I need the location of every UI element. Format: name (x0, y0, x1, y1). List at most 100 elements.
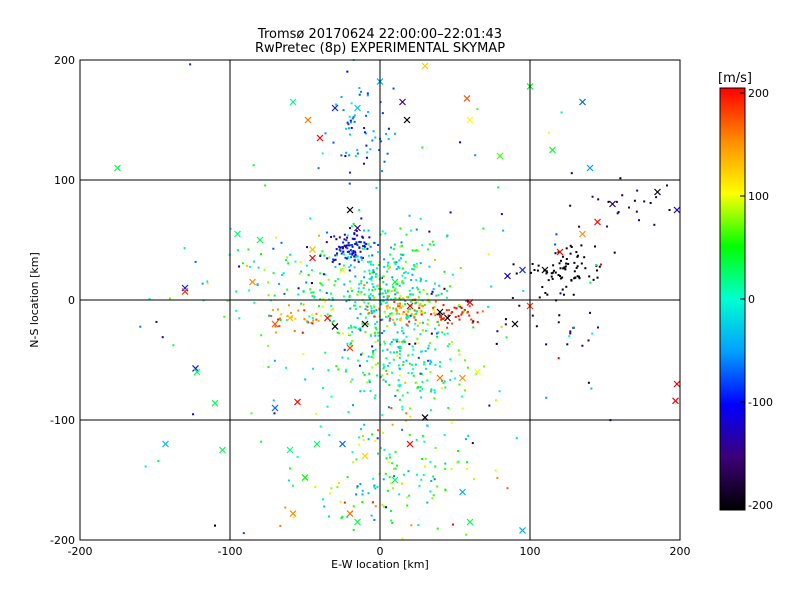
data-point-dot (487, 305, 490, 308)
data-point-dot (435, 294, 438, 297)
data-point-dot (596, 276, 599, 279)
data-point-dot (430, 292, 433, 295)
data-point-dot (627, 206, 630, 209)
data-point-dot (276, 308, 279, 311)
data-point-dot (559, 275, 561, 277)
data-point-dot (458, 141, 461, 144)
data-point-dot (353, 120, 356, 123)
data-point-cross (459, 374, 466, 382)
data-point-dot (559, 259, 562, 262)
data-point-dot (633, 199, 636, 202)
data-point-dot (414, 363, 417, 366)
data-point-dot (388, 319, 391, 322)
data-point-dot (497, 186, 500, 189)
data-point-dot (426, 379, 429, 382)
data-point-dot (411, 353, 414, 356)
data-point-dot (415, 262, 418, 265)
data-point-dot (395, 351, 398, 354)
data-point-dot (405, 359, 408, 362)
data-point-dot (410, 524, 413, 527)
data-point-cross (249, 278, 256, 286)
data-point-dot (406, 496, 409, 499)
data-point-dot (376, 284, 379, 287)
data-point-dot (334, 265, 337, 268)
data-point-dot (424, 367, 427, 370)
data-point-dot (515, 272, 518, 275)
data-point-dot (392, 318, 395, 321)
data-point-dot (343, 238, 346, 241)
data-point-dot (388, 476, 391, 479)
data-point-dot (361, 322, 364, 325)
data-point-dot (168, 297, 171, 300)
data-point-dot (405, 296, 408, 299)
data-point-dot (426, 248, 429, 251)
data-point-dot (408, 315, 411, 318)
data-point-dot (361, 489, 364, 492)
data-point-dot (381, 374, 384, 377)
data-point-dot (314, 412, 317, 415)
data-point-dot (345, 300, 348, 303)
data-point-dot (463, 389, 466, 392)
data-point-dot (562, 293, 565, 296)
data-point-dot (357, 260, 360, 263)
data-point-dot (238, 265, 241, 268)
data-point-dot (457, 315, 460, 318)
data-point-dot (374, 326, 377, 329)
data-point-dot (415, 301, 418, 304)
data-point-dot (369, 293, 372, 296)
data-point-dot (465, 299, 468, 302)
data-point-dot (368, 379, 371, 382)
data-point-dot (359, 482, 362, 485)
data-point-cross (672, 397, 679, 405)
data-point-dot (368, 372, 371, 375)
data-point-dot (302, 352, 305, 355)
data-point-dot (347, 250, 350, 253)
data-point-dot (429, 490, 432, 493)
data-point-dot (368, 381, 371, 384)
data-point-dot (354, 326, 357, 329)
data-point-dot (362, 371, 365, 374)
data-point-dot (364, 308, 367, 311)
data-point-dot (570, 245, 573, 248)
data-point-dot (377, 452, 380, 455)
data-point-dot (500, 325, 503, 328)
data-point-dot (349, 343, 352, 346)
data-point-dot (349, 133, 352, 136)
data-point-dot (373, 309, 376, 312)
data-point-dot (382, 295, 385, 298)
data-point-dot (387, 261, 390, 264)
data-point-dot (448, 343, 451, 346)
data-point-dot (408, 362, 411, 365)
data-point-dot (368, 272, 371, 275)
data-point-dot (318, 234, 321, 237)
data-point-dot (446, 235, 449, 238)
data-point-dot (343, 348, 346, 351)
data-point-dot (333, 259, 336, 262)
data-point-dot (400, 330, 403, 333)
data-point-dot (366, 322, 369, 325)
data-point-dot (404, 310, 407, 313)
data-point-dot (636, 189, 639, 192)
data-point-dot (326, 405, 329, 408)
data-point-dot (400, 341, 403, 344)
data-point-dot (408, 320, 411, 323)
data-point-dot (366, 247, 369, 250)
data-point-dot (412, 268, 415, 271)
data-point-dot (407, 372, 410, 375)
data-point-dot (414, 342, 417, 345)
data-point-dot (342, 250, 345, 253)
data-point-dot (351, 245, 354, 248)
data-point-dot (283, 292, 286, 295)
data-point-dot (349, 227, 352, 230)
data-point-dot (317, 304, 320, 307)
data-point-dot (351, 340, 354, 343)
data-point-dot (419, 277, 422, 280)
data-point-dot (569, 330, 572, 333)
data-point-dot (201, 282, 204, 285)
data-point-dot (370, 310, 373, 313)
data-point-dot (578, 277, 581, 280)
data-point-dot (606, 225, 609, 228)
data-point-dot (424, 457, 427, 460)
data-point-dot (522, 289, 525, 292)
data-point-dot (375, 309, 378, 312)
